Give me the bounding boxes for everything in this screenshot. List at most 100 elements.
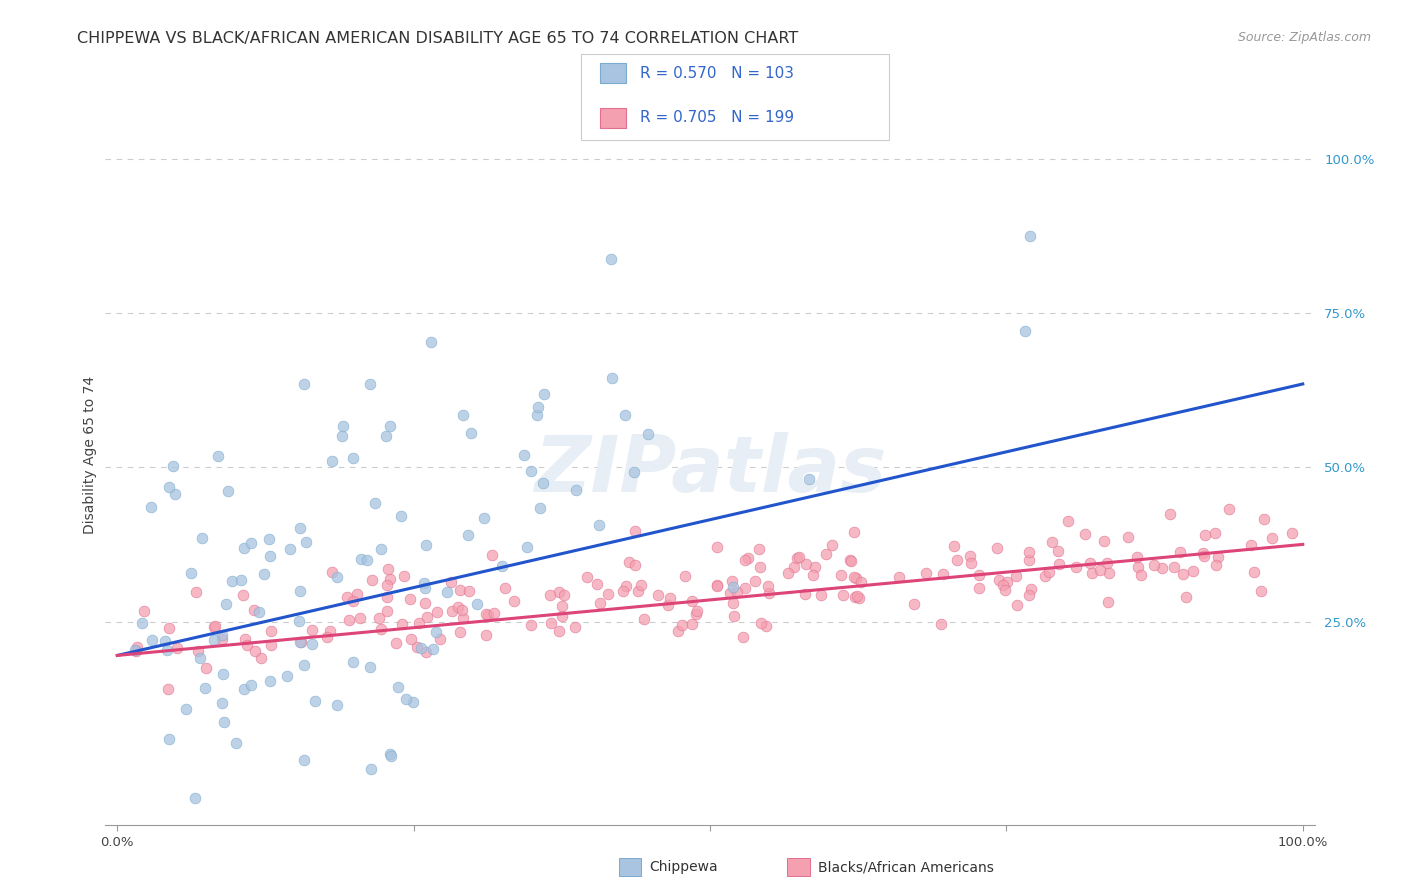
Point bbox=[1130, 568, 1153, 582]
Point bbox=[370, 623, 392, 637]
Point bbox=[380, 749, 402, 764]
Point bbox=[416, 610, 439, 624]
Point bbox=[564, 620, 586, 634]
Point bbox=[1098, 566, 1121, 580]
Point bbox=[350, 552, 373, 566]
Point bbox=[551, 608, 574, 623]
Point bbox=[202, 620, 225, 634]
Point bbox=[457, 584, 479, 599]
Point bbox=[814, 547, 837, 561]
Point bbox=[399, 632, 422, 646]
Point bbox=[124, 643, 146, 657]
Point bbox=[723, 580, 745, 594]
Point bbox=[1150, 560, 1173, 574]
Point bbox=[253, 567, 276, 582]
Point bbox=[426, 605, 449, 619]
Point bbox=[841, 553, 863, 567]
Point bbox=[794, 587, 817, 601]
Point bbox=[156, 643, 179, 657]
Point bbox=[1250, 584, 1272, 599]
Point bbox=[139, 500, 162, 514]
Point bbox=[723, 609, 745, 624]
Point bbox=[1018, 588, 1040, 602]
Point bbox=[748, 541, 770, 556]
Point bbox=[1281, 526, 1303, 541]
Point bbox=[415, 538, 437, 552]
Point bbox=[243, 603, 266, 617]
Point bbox=[422, 641, 444, 656]
Point bbox=[127, 640, 149, 654]
Point bbox=[1081, 566, 1104, 580]
Point bbox=[550, 599, 572, 614]
Point bbox=[531, 475, 554, 490]
Point bbox=[612, 584, 634, 599]
Point bbox=[1005, 569, 1028, 583]
Point bbox=[744, 574, 766, 589]
Point bbox=[538, 588, 561, 602]
Point bbox=[1092, 533, 1115, 548]
Point bbox=[1194, 528, 1216, 542]
Point bbox=[250, 651, 273, 665]
Point bbox=[967, 581, 990, 595]
Point bbox=[406, 640, 429, 655]
Point bbox=[915, 566, 938, 580]
Point bbox=[599, 252, 621, 267]
Point bbox=[276, 669, 298, 683]
Point bbox=[671, 618, 693, 632]
Point bbox=[1005, 598, 1028, 612]
Point bbox=[361, 573, 384, 587]
Point bbox=[666, 624, 689, 639]
Point bbox=[946, 552, 969, 566]
Point bbox=[994, 583, 1017, 598]
Point bbox=[415, 645, 437, 659]
Point bbox=[1173, 567, 1195, 582]
Point bbox=[440, 604, 463, 618]
Point bbox=[346, 587, 368, 601]
Point bbox=[187, 643, 209, 657]
Point bbox=[259, 549, 281, 563]
Point bbox=[658, 591, 681, 605]
Point bbox=[502, 594, 524, 608]
Point bbox=[449, 582, 471, 597]
Point bbox=[260, 624, 283, 638]
Point bbox=[1240, 538, 1263, 552]
Point bbox=[336, 590, 359, 604]
Point bbox=[848, 591, 870, 606]
Point bbox=[986, 541, 1008, 555]
Point bbox=[749, 560, 772, 574]
Point bbox=[157, 681, 180, 696]
Point bbox=[364, 496, 387, 510]
Point bbox=[1097, 556, 1119, 570]
Point bbox=[449, 624, 471, 639]
Point bbox=[359, 660, 381, 674]
Point bbox=[240, 536, 263, 550]
Point bbox=[810, 588, 832, 602]
Point bbox=[360, 762, 382, 776]
Point bbox=[529, 501, 551, 516]
Point bbox=[1174, 590, 1197, 604]
Point bbox=[830, 567, 852, 582]
Point bbox=[1033, 568, 1056, 582]
Point bbox=[472, 510, 495, 524]
Point bbox=[243, 643, 266, 657]
Point bbox=[221, 574, 243, 588]
Point bbox=[337, 613, 360, 627]
Point bbox=[614, 408, 637, 422]
Point bbox=[474, 607, 496, 621]
Point bbox=[1206, 550, 1229, 565]
Point bbox=[125, 644, 148, 658]
Point bbox=[540, 615, 562, 630]
Point bbox=[204, 619, 226, 633]
Point bbox=[1159, 508, 1181, 522]
Point bbox=[332, 419, 354, 434]
Point bbox=[1047, 558, 1070, 572]
Point bbox=[211, 627, 233, 641]
Point bbox=[166, 640, 188, 655]
Point bbox=[415, 596, 437, 610]
Point bbox=[548, 584, 571, 599]
Point bbox=[290, 635, 312, 649]
Point bbox=[212, 667, 235, 681]
Point bbox=[1192, 546, 1215, 560]
Point bbox=[846, 589, 869, 603]
Point bbox=[408, 615, 430, 630]
